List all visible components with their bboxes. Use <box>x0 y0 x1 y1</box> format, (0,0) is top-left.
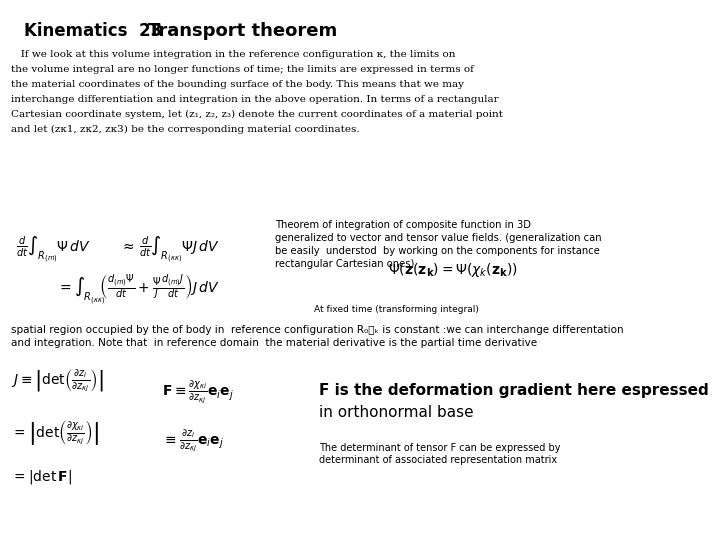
Text: The determinant of tensor F can be expressed by: The determinant of tensor F can be expre… <box>320 443 561 453</box>
Text: Cartesian coordinate system, let (z₁, z₂, z₃) denote the current coordinates of : Cartesian coordinate system, let (z₁, z₂… <box>12 110 503 119</box>
Text: generalized to vector and tensor value fields. (generalization can: generalized to vector and tensor value f… <box>275 233 601 243</box>
Text: in orthonormal base: in orthonormal base <box>320 405 474 420</box>
Text: the volume integral are no longer functions of time; the limits are expressed in: the volume integral are no longer functi… <box>12 65 474 74</box>
Text: spatial region occupied by the of body in  reference configuration R₀₏ₖ is const: spatial region occupied by the of body i… <box>12 325 624 335</box>
Text: be easily  understod  by working on the components for instance: be easily understod by working on the co… <box>275 246 600 256</box>
Text: $= \left|\det\!\left(\frac{\partial \chi_{\kappa i}}{\partial z_{\kappa j}}\righ: $= \left|\det\!\left(\frac{\partial \chi… <box>12 418 99 447</box>
Text: Transport theorem: Transport theorem <box>148 22 337 40</box>
Text: and integration. Note that  in reference domain  the material derivative is the : and integration. Note that in reference … <box>12 338 537 348</box>
Text: determinant of associated representation matrix: determinant of associated representation… <box>320 455 557 465</box>
Text: $\frac{d}{dt}\int_{R_{(m)}} \Psi\, dV$: $\frac{d}{dt}\int_{R_{(m)}} \Psi\, dV$ <box>16 234 91 266</box>
Text: $\approx\, \frac{d}{dt}\int_{R_{(\kappa\kappa)}} \Psi J\, dV$: $\approx\, \frac{d}{dt}\int_{R_{(\kappa\… <box>120 234 220 266</box>
Text: $= |\det \mathbf{F}|$: $= |\det \mathbf{F}|$ <box>12 468 73 486</box>
Text: rectangular Cartesian ones): rectangular Cartesian ones) <box>275 259 414 269</box>
Text: the material coordinates of the bounding surface of the body. This means that we: the material coordinates of the bounding… <box>12 80 464 89</box>
Text: interchange differentiation and integration in the above operation. In terms of : interchange differentiation and integrat… <box>12 95 499 104</box>
Text: $=\int_{R_{(\kappa\kappa)}}\!\!\left(\frac{d_{(m)}\Psi}{dt}+\frac{\Psi}{J}\frac{: $=\int_{R_{(\kappa\kappa)}}\!\!\left(\fr… <box>57 273 220 307</box>
Text: At fixed time (transforming integral): At fixed time (transforming integral) <box>314 305 479 314</box>
Text: $\equiv \frac{\partial z_i}{\partial z_{\kappa j}}\mathbf{e}_i\mathbf{e}_j$: $\equiv \frac{\partial z_i}{\partial z_{… <box>162 428 224 454</box>
Text: Kinematics  23: Kinematics 23 <box>24 22 163 40</box>
Text: and let (zκ1, zκ2, zκ3) be the corresponding material coordinates.: and let (zκ1, zκ2, zκ3) be the correspon… <box>12 125 360 134</box>
Text: $\Psi(\mathbf{z}(\mathbf{z_k}) = \Psi(\chi_k(\mathbf{z_k}))$: $\Psi(\mathbf{z}(\mathbf{z_k}) = \Psi(\c… <box>388 261 518 279</box>
Text: If we look at this volume integration in the reference configuration κ, the limi: If we look at this volume integration in… <box>12 50 456 59</box>
Text: Theorem of integration of composite function in 3D: Theorem of integration of composite func… <box>275 220 531 230</box>
Text: $\mathbf{F} \equiv \frac{\partial \chi_{\kappa i}}{\partial z_{\kappa j}}\mathbf: $\mathbf{F} \equiv \frac{\partial \chi_{… <box>162 378 234 404</box>
Text: $J \equiv \left|\det\!\left(\frac{\partial z_i}{\partial z_{\kappa j}}\right)\ri: $J \equiv \left|\det\!\left(\frac{\parti… <box>12 368 104 394</box>
Text: F is the deformation gradient here espressed: F is the deformation gradient here espre… <box>320 383 709 398</box>
